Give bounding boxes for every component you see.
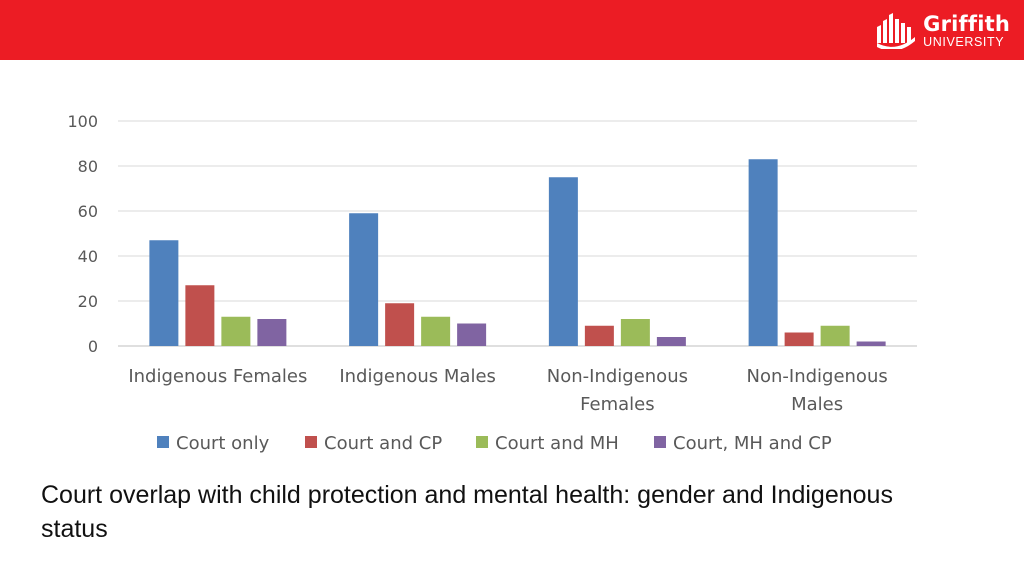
legend-label: Court and CP xyxy=(324,433,442,454)
griffith-logo: Griffith UNIVERSITY xyxy=(875,12,1010,50)
x-tick-label: Non-Indigenous xyxy=(547,366,688,387)
y-tick-label: 80 xyxy=(78,157,98,176)
bar xyxy=(457,323,487,346)
bar xyxy=(257,319,287,346)
legend-swatch xyxy=(476,436,488,448)
bar xyxy=(385,303,415,346)
y-tick-label: 100 xyxy=(67,112,98,131)
bar xyxy=(856,341,886,346)
x-tick-label: Non-Indigenous xyxy=(747,366,888,387)
brand-name: Griffith xyxy=(923,11,1010,36)
slide-caption: Court overlap with child protection and … xyxy=(41,481,893,543)
bar xyxy=(349,213,379,346)
bar xyxy=(149,240,179,346)
x-tick-label: Males xyxy=(791,394,843,415)
legend-label: Court only xyxy=(176,433,270,454)
legend-swatch xyxy=(305,436,317,448)
header-bar: Griffith UNIVERSITY xyxy=(0,0,1024,60)
legend-label: Court, MH and CP xyxy=(673,433,832,454)
bar xyxy=(820,325,850,346)
legend-swatch xyxy=(654,436,666,448)
bar xyxy=(421,316,451,346)
bar xyxy=(784,332,814,346)
bar xyxy=(185,285,215,346)
bar xyxy=(656,337,686,346)
x-tick-label: Indigenous Females xyxy=(128,366,307,387)
x-tick-label: Indigenous Males xyxy=(339,366,496,387)
y-tick-label: 20 xyxy=(78,292,98,311)
y-tick-label: 60 xyxy=(78,202,98,221)
y-tick-label: 40 xyxy=(78,247,98,266)
bar xyxy=(548,177,578,346)
bar xyxy=(748,159,778,346)
bar xyxy=(584,325,614,346)
legend-label: Court and MH xyxy=(495,433,619,454)
griffith-logo-icon xyxy=(877,13,916,49)
x-tick-label: Females xyxy=(580,394,654,415)
chart-svg: 0 20 40 60 80 100 Indigenous Females Indigenous… xyxy=(67,112,917,454)
bar xyxy=(221,316,251,346)
bar xyxy=(620,319,650,346)
brand-subtitle: UNIVERSITY xyxy=(923,34,1005,49)
y-tick-label: 0 xyxy=(88,337,98,356)
bar-chart: 0 20 40 60 80 100 Indigenous Females Indigenous… xyxy=(0,90,1024,470)
legend-swatch xyxy=(157,436,169,448)
